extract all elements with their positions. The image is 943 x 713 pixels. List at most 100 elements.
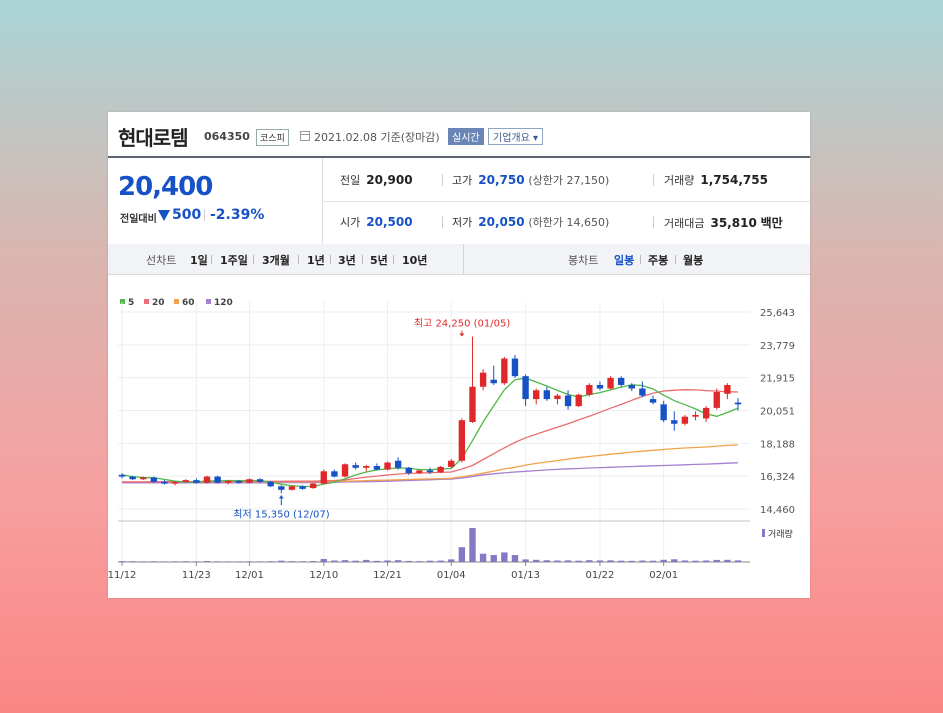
- candlestick-chart: 25,643 23,779 21,915 20,051 18,188 16,324 14,4…: [108, 302, 795, 581]
- divider: [298, 255, 299, 264]
- volume-bar: [129, 561, 136, 562]
- volume-bar: [352, 560, 359, 562]
- company-info-button[interactable]: 기업개요 ▾: [488, 128, 543, 145]
- min-annotation: 최저 15,350 (12/07): [233, 508, 329, 520]
- volume-bar: [681, 560, 689, 562]
- volume-bar: [256, 561, 264, 562]
- candle-body: [458, 420, 466, 461]
- candle-body: [118, 474, 126, 477]
- volume-bar: [193, 561, 200, 562]
- period-5y[interactable]: 5년: [370, 254, 388, 267]
- stock-name: 현대로템: [118, 126, 189, 150]
- candle-body: [426, 470, 434, 473]
- candle-body: [320, 471, 327, 484]
- period-monthly[interactable]: 월봉: [683, 254, 704, 267]
- legend-swatch: [174, 299, 179, 304]
- candle-body: [171, 481, 179, 484]
- candle-body: [140, 477, 147, 480]
- volume-bar: [373, 560, 381, 562]
- candle-body: [437, 466, 444, 473]
- candle-body: [373, 466, 381, 470]
- moving-average-ma120: [122, 462, 739, 484]
- volume-bar: [203, 561, 211, 562]
- candle-body: [256, 479, 264, 482]
- volume-bar: [617, 560, 625, 562]
- candle-body: [235, 480, 243, 483]
- candle-body: [628, 384, 635, 389]
- period-1d[interactable]: 1일: [190, 254, 208, 267]
- period-10y[interactable]: 10년: [402, 254, 428, 267]
- y-tick-label: 20,051: [760, 407, 795, 418]
- low-value: 20,050: [478, 215, 525, 229]
- divider: [653, 216, 654, 228]
- volume-bar: [384, 560, 391, 562]
- low-label: 저가: [452, 216, 473, 229]
- volume-bar: [469, 528, 476, 562]
- divider: [211, 255, 212, 264]
- candle-body: [533, 390, 540, 400]
- high-cell: 고가 20,750 (상한가 27,150): [452, 172, 609, 188]
- volume-bar: [182, 561, 189, 562]
- legend-ma5: 5: [120, 298, 134, 308]
- market-badge: 코스피: [256, 129, 289, 146]
- volume-legend-label: 거래량: [768, 528, 793, 540]
- period-1y[interactable]: 1년: [307, 254, 325, 267]
- candle-body: [607, 377, 614, 389]
- legend-label: 5: [128, 298, 135, 308]
- candle-body: [193, 480, 200, 483]
- candle-body: [182, 480, 189, 482]
- volume-bar: [734, 560, 742, 562]
- volume-bar: [267, 561, 274, 562]
- divider: [653, 174, 654, 186]
- candle-body: [267, 481, 274, 487]
- y-tick-label: 25,643: [760, 308, 795, 319]
- volume-bar: [564, 560, 572, 562]
- candle-body: [384, 462, 391, 470]
- volume-bar: [299, 561, 306, 562]
- high-value: 20,750: [478, 173, 525, 187]
- divider: [204, 209, 205, 221]
- legend-label: 60: [182, 298, 195, 308]
- period-daily[interactable]: 일봉: [614, 254, 635, 267]
- volume-bar: [628, 560, 635, 562]
- x-tick-label: 12/21: [373, 570, 402, 581]
- volume-label: 거래량: [664, 174, 695, 187]
- x-tick-label: 11/23: [182, 570, 211, 581]
- volume-bar: [320, 559, 327, 562]
- candle-body: [469, 386, 476, 422]
- period-3m[interactable]: 3개월: [262, 254, 290, 267]
- legend-swatch: [144, 299, 149, 304]
- legend-ma60: 60: [174, 298, 195, 308]
- min-arrow-head: [278, 495, 284, 499]
- volume-bar: [331, 560, 338, 562]
- divider: [253, 255, 254, 264]
- candle-body: [394, 460, 402, 468]
- candle-body: [522, 376, 529, 400]
- candle-body: [734, 402, 742, 405]
- prev-close-cell: 전일 20,900: [340, 172, 413, 188]
- candle-body: [129, 476, 136, 480]
- divider: [393, 255, 394, 264]
- candle-body: [575, 394, 582, 407]
- candle-body: [660, 404, 667, 421]
- period-bar: 선차트 1일 1주일 3개월 1년 3년 5년 10년 봉차트 일봉 주봉 월봉: [108, 244, 810, 275]
- volume-bar: [479, 553, 487, 562]
- period-1w[interactable]: 1주일: [220, 254, 248, 267]
- max-annotation: 최고 24,250 (01/05): [414, 318, 510, 330]
- y-tick-label: 21,915: [760, 374, 795, 385]
- period-3y[interactable]: 3년: [338, 254, 356, 267]
- high-label: 고가: [452, 174, 473, 187]
- volume-bar: [522, 559, 529, 562]
- candle-body: [161, 481, 168, 484]
- candle-body: [671, 420, 678, 424]
- period-weekly[interactable]: 주봉: [648, 254, 669, 267]
- realtime-button[interactable]: 실시간: [448, 128, 484, 145]
- volume-bar: [405, 560, 412, 562]
- price-change: 500: [172, 207, 202, 223]
- candle-body: [586, 384, 593, 395]
- volume-bar: [649, 560, 657, 562]
- prev-close-label: 전일: [340, 174, 361, 187]
- candle-body: [363, 466, 370, 468]
- legend-ma120: 120: [206, 298, 233, 308]
- volume-bar: [702, 560, 710, 562]
